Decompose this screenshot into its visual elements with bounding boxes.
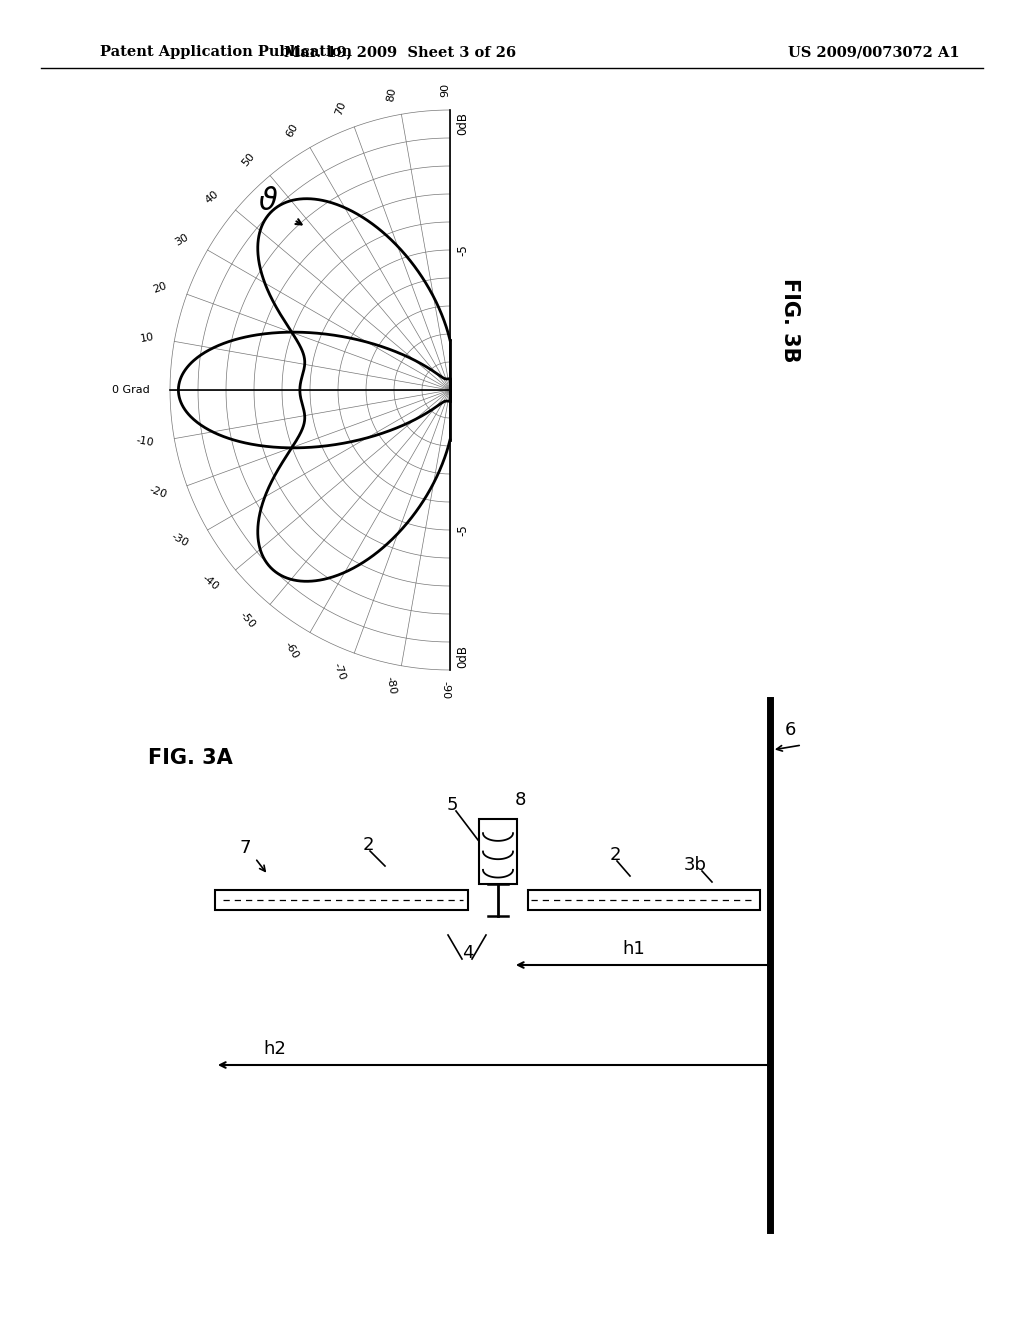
Text: $\vartheta$: $\vartheta$	[258, 187, 279, 216]
Text: 0dB: 0dB	[456, 112, 469, 135]
Text: 2: 2	[362, 836, 374, 854]
Text: Patent Application Publication: Patent Application Publication	[100, 45, 352, 59]
Text: 30: 30	[173, 232, 190, 248]
Text: -40: -40	[200, 573, 220, 593]
Bar	[479, 818, 517, 884]
Text: -20: -20	[147, 484, 168, 500]
Text: -70: -70	[332, 661, 347, 682]
Text: FIG. 3A: FIG. 3A	[148, 748, 232, 768]
Text: -80: -80	[385, 676, 398, 696]
Text: 50: 50	[241, 152, 257, 169]
Text: 6: 6	[785, 721, 797, 739]
Text: 90: 90	[440, 83, 450, 98]
Bar	[215, 890, 468, 909]
Text: 60: 60	[285, 121, 300, 139]
Text: h1: h1	[623, 940, 645, 958]
Text: 80: 80	[386, 87, 398, 103]
Text: Mar. 19, 2009  Sheet 3 of 26: Mar. 19, 2009 Sheet 3 of 26	[284, 45, 516, 59]
Text: -90: -90	[440, 681, 450, 700]
Text: 0dB: 0dB	[456, 645, 469, 668]
Text: -5: -5	[456, 524, 469, 536]
Text: -5: -5	[456, 244, 469, 256]
Text: -30: -30	[170, 531, 190, 549]
Text: 7: 7	[240, 840, 251, 857]
Text: -50: -50	[238, 610, 257, 630]
Text: 8: 8	[514, 791, 525, 809]
Text: 10: 10	[139, 331, 155, 345]
Text: 0 Grad: 0 Grad	[113, 385, 150, 395]
Bar	[528, 890, 760, 909]
Text: FIG. 3B: FIG. 3B	[780, 277, 800, 362]
Text: 70: 70	[333, 100, 347, 116]
Text: 5: 5	[446, 796, 458, 814]
Text: 40: 40	[203, 189, 220, 206]
Text: 4: 4	[462, 944, 474, 962]
Text: 20: 20	[152, 280, 168, 294]
Text: -10: -10	[135, 436, 155, 449]
Text: -60: -60	[283, 639, 300, 660]
Text: 2: 2	[609, 846, 621, 865]
Text: h2: h2	[263, 1040, 287, 1059]
Text: 3b: 3b	[683, 855, 707, 874]
Text: US 2009/0073072 A1: US 2009/0073072 A1	[788, 45, 961, 59]
